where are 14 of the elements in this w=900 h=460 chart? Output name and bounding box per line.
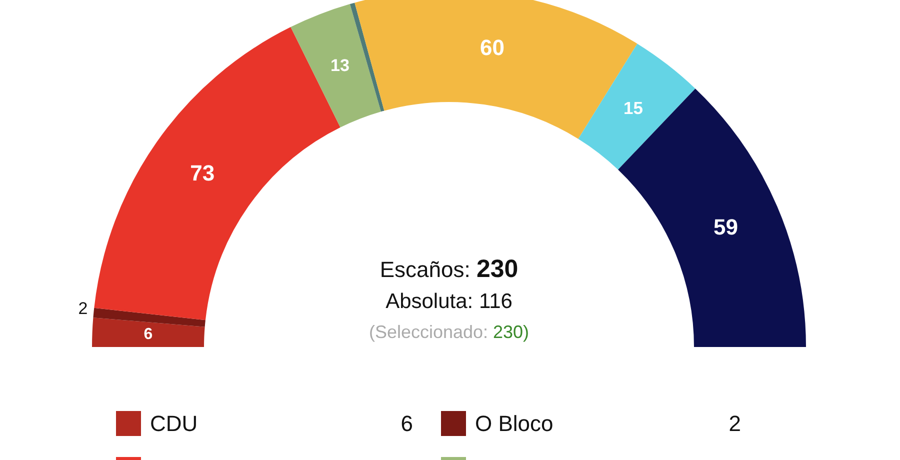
text: Absoluta: 116 — [386, 290, 512, 313]
data-label: 2 — [78, 298, 88, 318]
text: (Seleccionado: 230) — [368, 322, 530, 342]
data-label: 6 — [144, 326, 153, 344]
legend-label: O Bloco — [475, 411, 554, 436]
legend-label: CDU — [150, 411, 198, 436]
text: 6 — [400, 411, 413, 436]
data-label: 15 — [623, 98, 644, 118]
data-label: 60 — [480, 35, 504, 60]
text: Escaños: 230 — [380, 255, 518, 283]
data-label: 59 — [713, 214, 738, 240]
data-label: 13 — [330, 56, 350, 76]
data-label: 73 — [190, 160, 215, 186]
text: 2 — [728, 411, 741, 436]
